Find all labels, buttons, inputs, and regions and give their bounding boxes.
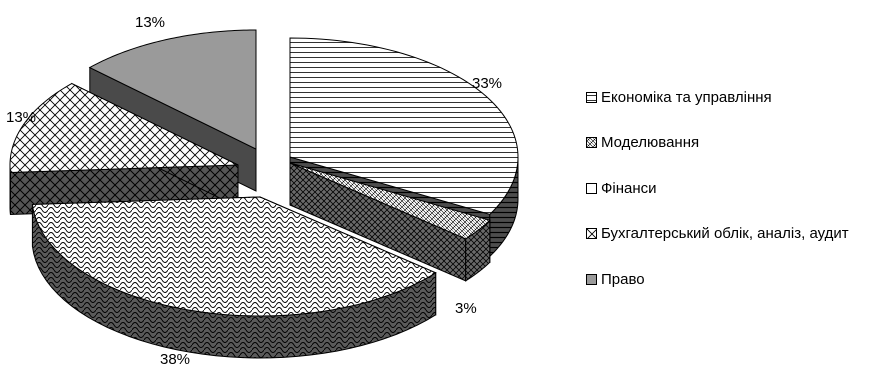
legend: Економіка та управління Моделювання Фіна… xyxy=(586,88,849,316)
legend-swatch-economics xyxy=(586,91,597,103)
legend-swatch-accounting xyxy=(586,228,597,239)
pie-slice-top-economics xyxy=(289,37,519,215)
legend-item-accounting: Бухгалтерський облік, аналіз, аудит xyxy=(586,225,849,243)
pie-slice-top-finance xyxy=(31,196,437,317)
legend-item-modeling: Моделювання xyxy=(586,134,849,152)
pie-slice-accounting xyxy=(9,82,239,215)
legend-label-economics: Економіка та управління xyxy=(601,88,772,106)
pie-slice-top-modeling xyxy=(289,162,491,240)
legend-swatch-finance xyxy=(586,182,597,194)
legend-item-economics: Економіка та управління xyxy=(586,88,849,106)
pie-slice-modeling xyxy=(289,162,491,282)
pie-slice-top-accounting xyxy=(9,82,239,173)
legend-item-law: Право xyxy=(586,270,849,288)
legend-swatch-modeling xyxy=(586,137,597,148)
legend-label-finance: Фінанси xyxy=(601,179,657,197)
data-label-economics: 33% xyxy=(472,75,502,92)
data-label-accounting: 13% xyxy=(6,109,36,126)
data-label-law: 13% xyxy=(135,14,165,31)
pie-slice-top-law xyxy=(88,29,257,150)
data-label-finance: 38% xyxy=(160,351,190,367)
legend-item-finance: Фінанси xyxy=(586,179,849,197)
legend-label-accounting: Бухгалтерський облік, аналіз, аудит xyxy=(601,225,849,242)
legend-label-modeling: Моделювання xyxy=(601,134,700,151)
legend-label-law: Право xyxy=(601,270,645,288)
pie-slice-finance xyxy=(31,196,437,359)
data-label-modeling: 3% xyxy=(455,300,477,317)
legend-swatch-law xyxy=(586,273,597,285)
